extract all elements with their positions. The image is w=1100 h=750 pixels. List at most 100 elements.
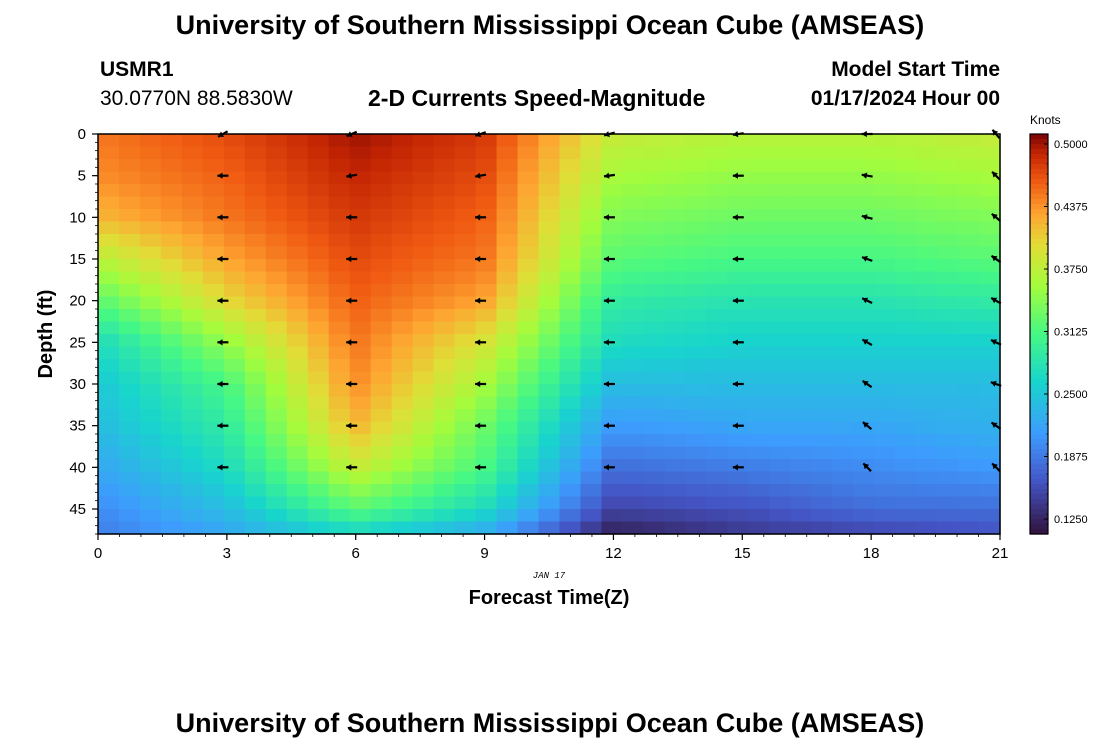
heatmap-cell — [496, 384, 519, 398]
heatmap-cell — [706, 359, 728, 373]
heatmap-cell — [853, 171, 875, 185]
heatmap-cell — [391, 471, 414, 485]
heatmap-cell — [328, 221, 351, 235]
heatmap-cell — [958, 359, 980, 373]
heatmap-cell — [979, 396, 1001, 410]
heatmap-cell — [517, 471, 540, 485]
heatmap-cell — [622, 234, 644, 248]
heatmap-cell — [328, 271, 351, 285]
heatmap-cell — [307, 484, 330, 498]
heatmap-cell — [769, 184, 791, 198]
heatmap-cell — [706, 159, 728, 173]
heatmap-cell — [328, 284, 351, 298]
colorbar-segment — [1030, 464, 1048, 470]
heatmap-cell — [937, 246, 959, 260]
heatmap-cell — [139, 396, 162, 410]
colorbar-segment — [1030, 204, 1048, 210]
heatmap-cell — [958, 196, 980, 210]
heatmap-cell — [643, 259, 665, 273]
heatmap-cell — [853, 471, 875, 485]
heatmap-cell — [937, 384, 959, 398]
heatmap-cell — [979, 421, 1001, 435]
heatmap-cell — [139, 146, 162, 160]
heatmap-cell — [706, 259, 728, 273]
heatmap-cell — [643, 184, 665, 198]
heatmap-cell — [118, 184, 141, 198]
heatmap-cell — [727, 321, 749, 335]
heatmap-cell — [349, 296, 372, 310]
heatmap-cell — [328, 359, 351, 373]
heatmap-cell — [328, 171, 351, 185]
colorbar-segment — [1030, 209, 1048, 215]
heatmap-cell — [475, 446, 498, 460]
heatmap-cell — [475, 134, 498, 148]
colorbar-segment — [1030, 344, 1048, 350]
heatmap-cell — [811, 396, 833, 410]
heatmap-cell — [664, 371, 686, 385]
heatmap-cell — [790, 309, 812, 323]
heatmap-cell — [559, 346, 582, 360]
heatmap-cell — [118, 284, 141, 298]
colorbar-segment — [1030, 304, 1048, 310]
heatmap-cell — [685, 521, 707, 535]
heatmap-cell — [307, 509, 330, 523]
heatmap-cell — [895, 459, 917, 473]
colorbar-segment — [1030, 239, 1048, 245]
heatmap-cell — [832, 384, 854, 398]
heatmap-cell — [412, 371, 435, 385]
heatmap-cell — [181, 159, 204, 173]
heatmap-cell — [580, 446, 603, 460]
heatmap-cell — [433, 209, 456, 223]
heatmap-cell — [286, 209, 309, 223]
colorbar-segment — [1030, 274, 1048, 280]
heatmap-cell — [370, 459, 393, 473]
heatmap-cell — [475, 221, 498, 235]
heatmap-cell — [181, 421, 204, 435]
heatmap-cell — [391, 509, 414, 523]
heatmap-cell — [181, 409, 204, 423]
heatmap-cell — [580, 521, 603, 535]
heatmap-cell — [685, 171, 707, 185]
heatmap-cell — [307, 171, 330, 185]
heatmap-cell — [895, 359, 917, 373]
heatmap-cell — [664, 259, 686, 273]
heatmap-cell — [664, 146, 686, 160]
heatmap-cell — [811, 234, 833, 248]
heatmap-cell — [118, 521, 141, 535]
heatmap-cell — [202, 471, 225, 485]
heatmap-cell — [286, 346, 309, 360]
heatmap-cell — [349, 359, 372, 373]
heatmap-cell — [727, 184, 749, 198]
heatmap-cell — [307, 284, 330, 298]
heatmap-cell — [202, 234, 225, 248]
heatmap-cell — [433, 296, 456, 310]
colorbar-segment — [1030, 519, 1048, 525]
heatmap-cell — [181, 359, 204, 373]
heatmap-cell — [853, 384, 875, 398]
heatmap-cell — [643, 296, 665, 310]
heatmap-cell — [433, 434, 456, 448]
heatmap-cell — [412, 159, 435, 173]
heatmap-cell — [139, 434, 162, 448]
heatmap-cell — [559, 359, 582, 373]
heatmap-cell — [349, 384, 372, 398]
heatmap-cell — [139, 309, 162, 323]
heatmap-cell — [307, 346, 330, 360]
heatmap-cell — [916, 334, 938, 348]
heatmap-cell — [98, 171, 120, 185]
heatmap-cell — [244, 259, 267, 273]
heatmap-cell — [496, 246, 519, 260]
heatmap-cell — [223, 484, 246, 498]
heatmap-cell — [98, 421, 120, 435]
colorbar-segment — [1030, 469, 1048, 475]
heatmap-cell — [979, 196, 1001, 210]
heatmap-cell — [580, 371, 603, 385]
heatmap-cell — [979, 359, 1001, 373]
heatmap-cell — [286, 246, 309, 260]
heatmap-cell — [244, 146, 267, 160]
heatmap-cell — [517, 309, 540, 323]
colorbar-segment — [1030, 144, 1048, 150]
heatmap-cell — [139, 371, 162, 385]
heatmap-cell — [517, 171, 540, 185]
